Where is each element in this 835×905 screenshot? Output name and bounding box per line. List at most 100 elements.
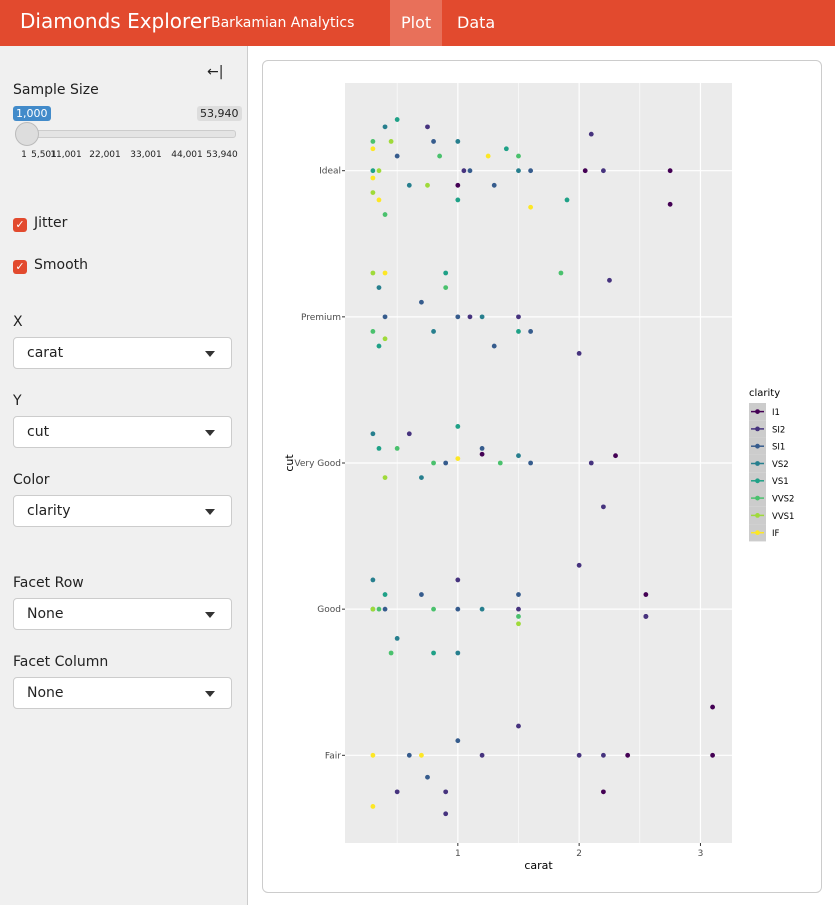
point (370, 804, 376, 809)
select-label: Facet Column (13, 654, 109, 670)
chart: 1 2 3 Fair Good Very Good Premium Ideal carat cut… (283, 83, 794, 872)
point (382, 314, 388, 320)
slider-handle[interactable] (15, 122, 39, 146)
select-arrow (205, 691, 215, 697)
select-arrow (205, 351, 215, 357)
point (528, 204, 534, 210)
y-tick-label: Good (317, 605, 341, 615)
point (576, 752, 582, 758)
point (667, 168, 673, 174)
slider-tick-label: 22,001 (89, 150, 121, 160)
legend-dot (755, 513, 760, 518)
point (388, 139, 394, 144)
point (443, 789, 449, 795)
legend-label: VVS2 (772, 495, 794, 505)
point (576, 562, 582, 568)
point (588, 460, 594, 466)
y-axis-label: cut (283, 454, 296, 472)
point (516, 723, 521, 729)
point (382, 212, 388, 217)
legend-dot (755, 530, 760, 536)
point (406, 752, 412, 758)
slider-tick-label: 1 (21, 150, 27, 160)
point (370, 752, 376, 758)
point (394, 445, 400, 451)
y-tick-label: Ideal (319, 167, 341, 177)
slider-max: 53,940 (197, 106, 242, 121)
select[interactable]: None (13, 677, 232, 709)
point (382, 592, 388, 597)
checkbox-label: Smooth (34, 257, 89, 273)
collapse-button[interactable]: ←| (207, 64, 224, 80)
point (613, 453, 618, 459)
checkbox[interactable]: ✓ (13, 218, 27, 232)
legend-label: IF (772, 529, 780, 539)
select-value: carat (27, 345, 64, 361)
point (425, 124, 430, 130)
point (479, 606, 485, 612)
point (643, 592, 649, 597)
point (394, 789, 400, 795)
point (516, 453, 521, 459)
point (437, 153, 443, 159)
point (443, 285, 449, 291)
point (370, 139, 376, 144)
point (443, 270, 449, 276)
select-label: X (13, 314, 23, 330)
tab[interactable]: Data (457, 13, 496, 32)
x-axis-label: carat (524, 859, 553, 872)
point (376, 606, 382, 612)
select[interactable]: None (13, 598, 232, 630)
select[interactable]: cut (13, 416, 232, 448)
point (479, 451, 485, 457)
point (370, 577, 376, 583)
point (376, 343, 382, 349)
point (443, 460, 449, 466)
point (455, 577, 461, 583)
legend-label: SI1 (772, 443, 785, 453)
point (528, 329, 534, 334)
slider-track (17, 130, 236, 138)
point (516, 153, 521, 159)
point (388, 650, 394, 656)
legend-label: SI2 (772, 425, 785, 435)
point (370, 175, 376, 181)
point (516, 592, 521, 597)
point (601, 504, 606, 510)
point (370, 431, 376, 437)
point (455, 197, 461, 203)
point (394, 635, 400, 641)
point (382, 336, 388, 342)
app-subtitle: Barkamian Analytics (211, 15, 355, 31)
slider-tick-label: 53,940 (206, 150, 238, 160)
point (382, 475, 388, 481)
select-label: Facet Row (13, 575, 84, 591)
point (479, 314, 485, 320)
slider-tick-label: 33,001 (130, 150, 162, 160)
tab[interactable]: Plot (390, 0, 443, 46)
legend-label: VS1 (772, 477, 789, 487)
checkbox[interactable]: ✓ (13, 260, 27, 274)
point (491, 182, 497, 188)
point (479, 445, 485, 451)
select[interactable]: carat (13, 337, 232, 369)
select-value: None (27, 685, 64, 701)
legend-dot (755, 495, 760, 501)
point (394, 153, 400, 159)
point (491, 343, 497, 349)
app-title: Diamonds Explorer (20, 9, 211, 33)
legend-dot (755, 443, 760, 449)
slider-value: 1,000 (13, 106, 51, 121)
point (376, 168, 382, 174)
point (564, 197, 570, 203)
point (376, 445, 382, 451)
point (419, 752, 424, 758)
select[interactable]: clarity (13, 495, 232, 527)
point (516, 329, 521, 334)
point (601, 789, 606, 795)
point (425, 182, 430, 188)
point (588, 131, 594, 137)
select-arrow (205, 430, 215, 436)
point (516, 614, 521, 619)
